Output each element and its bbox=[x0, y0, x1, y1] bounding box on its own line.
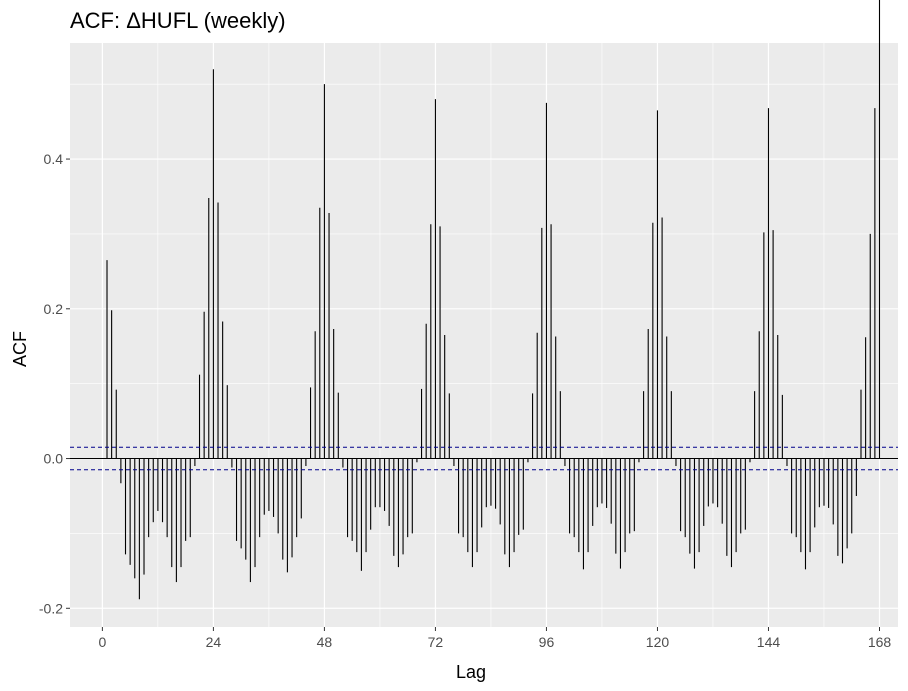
plot-panel bbox=[70, 43, 898, 627]
x-tick-label: 96 bbox=[539, 634, 555, 650]
y-tick-label: 0.2 bbox=[44, 301, 64, 317]
acf-bars bbox=[106, 0, 881, 600]
chart-title: ACF: ΔHUFL (weekly) bbox=[70, 8, 286, 33]
y-tick-label: 0.0 bbox=[44, 451, 64, 467]
y-tick-label: -0.2 bbox=[39, 600, 63, 616]
x-tick-label: 72 bbox=[428, 634, 444, 650]
confidence-band bbox=[70, 446, 898, 471]
y-axis-title: ACF bbox=[10, 331, 30, 367]
x-tick-label: 120 bbox=[646, 634, 670, 650]
x-axis-ticks: 0 24 48 72 96 120 144 168 bbox=[98, 627, 891, 650]
grid-minor bbox=[70, 43, 898, 627]
x-axis-title: Lag bbox=[456, 662, 486, 682]
x-tick-label: 168 bbox=[868, 634, 892, 650]
y-axis-ticks: -0.2 0.0 0.2 0.4 bbox=[39, 151, 70, 616]
x-tick-label: 144 bbox=[757, 634, 781, 650]
x-tick-label: 0 bbox=[98, 634, 106, 650]
y-tick-label: 0.4 bbox=[44, 151, 64, 167]
x-tick-label: 24 bbox=[206, 634, 222, 650]
x-tick-label: 48 bbox=[317, 634, 333, 650]
